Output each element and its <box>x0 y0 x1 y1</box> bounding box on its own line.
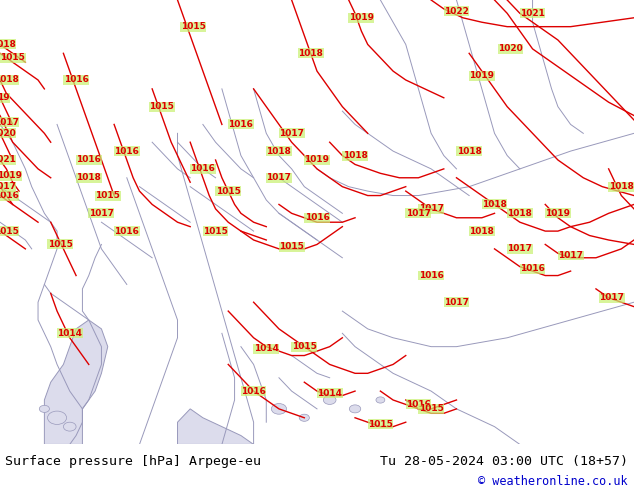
Text: 1015: 1015 <box>0 53 25 62</box>
Text: 1015: 1015 <box>279 242 304 251</box>
Text: 1022: 1022 <box>444 6 469 16</box>
Text: 1016: 1016 <box>114 147 139 156</box>
Text: 1017: 1017 <box>444 298 469 307</box>
Text: 1019: 1019 <box>469 71 495 80</box>
Text: 19: 19 <box>0 93 10 102</box>
Text: 1021: 1021 <box>520 9 545 18</box>
Text: 1014: 1014 <box>317 389 342 398</box>
Text: 1018: 1018 <box>76 173 101 182</box>
Text: 1016: 1016 <box>418 271 444 280</box>
Text: 1018: 1018 <box>456 147 482 156</box>
Text: 1017: 1017 <box>279 129 304 138</box>
Text: 1018: 1018 <box>298 49 323 58</box>
Circle shape <box>349 405 361 413</box>
Circle shape <box>323 395 336 404</box>
Text: 1015: 1015 <box>292 342 317 351</box>
Text: 1014: 1014 <box>57 329 82 338</box>
Circle shape <box>48 411 67 424</box>
Text: 1016: 1016 <box>228 120 254 129</box>
Text: 1018: 1018 <box>0 40 16 49</box>
Text: 1016: 1016 <box>63 75 89 84</box>
Circle shape <box>376 397 385 403</box>
Circle shape <box>299 414 309 421</box>
Text: 1015: 1015 <box>149 102 174 111</box>
Text: © weatheronline.co.uk: © weatheronline.co.uk <box>478 475 628 489</box>
Text: 1017: 1017 <box>89 209 114 218</box>
Text: Tu 28-05-2024 03:00 UTC (18+57): Tu 28-05-2024 03:00 UTC (18+57) <box>380 455 628 468</box>
Text: 1018: 1018 <box>469 226 495 236</box>
Text: 1018: 1018 <box>266 147 292 156</box>
Text: 1016: 1016 <box>304 213 330 222</box>
Text: 1015: 1015 <box>203 226 228 236</box>
Text: 1016: 1016 <box>406 400 431 409</box>
Text: 1017: 1017 <box>418 204 444 213</box>
Text: 1018: 1018 <box>609 182 634 191</box>
Text: 1016: 1016 <box>520 265 545 273</box>
Text: 1017: 1017 <box>266 173 292 182</box>
Text: 1016: 1016 <box>0 191 19 200</box>
Text: 1018: 1018 <box>342 151 368 160</box>
Text: 1014: 1014 <box>254 344 279 353</box>
Circle shape <box>63 422 76 431</box>
Polygon shape <box>44 320 108 444</box>
Text: 1018: 1018 <box>482 200 507 209</box>
Text: 1015: 1015 <box>95 191 120 200</box>
Text: 1017: 1017 <box>0 118 19 127</box>
Text: 1017: 1017 <box>599 294 624 302</box>
Text: 1016: 1016 <box>190 164 216 173</box>
Text: 1015: 1015 <box>216 187 241 196</box>
Text: 1021: 1021 <box>0 155 16 165</box>
Text: 1016: 1016 <box>114 226 139 236</box>
Text: 1019: 1019 <box>545 209 571 218</box>
Text: 1017: 1017 <box>507 245 533 253</box>
Text: 1015: 1015 <box>418 404 444 414</box>
Text: 1018: 1018 <box>0 75 19 84</box>
Text: 1015: 1015 <box>368 420 393 429</box>
Text: 1020: 1020 <box>0 129 16 138</box>
Text: 1015: 1015 <box>181 22 206 31</box>
Circle shape <box>271 404 287 414</box>
Text: 1019: 1019 <box>304 155 330 165</box>
Text: Surface pressure [hPa] Arpege-eu: Surface pressure [hPa] Arpege-eu <box>5 455 261 468</box>
Text: 1020: 1020 <box>498 45 523 53</box>
Text: 1017: 1017 <box>0 182 16 191</box>
Text: 1019: 1019 <box>349 13 374 22</box>
Text: 1016: 1016 <box>241 387 266 395</box>
Text: 1015: 1015 <box>0 226 19 236</box>
Polygon shape <box>178 409 254 444</box>
Text: 1017: 1017 <box>558 251 583 260</box>
Text: 1016: 1016 <box>76 155 101 165</box>
Text: 1019: 1019 <box>0 171 22 180</box>
Circle shape <box>39 405 49 413</box>
Text: 1015: 1015 <box>48 240 73 249</box>
Text: 1017: 1017 <box>406 209 431 218</box>
Text: 1018: 1018 <box>507 209 533 218</box>
